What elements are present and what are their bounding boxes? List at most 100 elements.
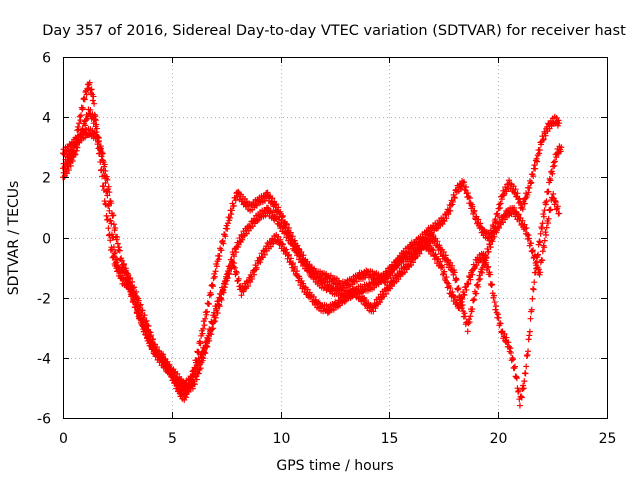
x-tick-label: 0 xyxy=(59,431,68,447)
data-point xyxy=(251,271,258,278)
data-point xyxy=(101,198,108,205)
data-point xyxy=(208,319,215,326)
data-point xyxy=(273,201,280,208)
data-point xyxy=(524,351,531,358)
data-point xyxy=(500,187,507,194)
data-point xyxy=(514,190,521,197)
data-point xyxy=(557,148,564,155)
data-point xyxy=(457,186,464,193)
data-point xyxy=(511,204,518,211)
data-point xyxy=(506,177,513,184)
data-point xyxy=(137,312,144,319)
data-point xyxy=(112,249,119,256)
x-tick-label: 25 xyxy=(599,431,617,447)
data-point xyxy=(145,323,152,330)
data-point xyxy=(446,290,453,297)
data-point xyxy=(523,224,530,231)
data-point xyxy=(235,275,242,282)
data-point xyxy=(213,306,220,313)
data-point xyxy=(547,177,554,184)
data-point xyxy=(196,358,203,365)
data-point xyxy=(540,211,547,218)
data-point xyxy=(453,276,460,283)
data-point xyxy=(526,328,533,335)
data-point xyxy=(90,93,97,100)
data-point xyxy=(452,275,459,282)
data-point xyxy=(78,134,85,141)
data-point xyxy=(463,286,470,293)
data-point xyxy=(362,297,369,304)
data-point xyxy=(518,393,525,400)
data-point xyxy=(233,269,240,276)
data-point xyxy=(80,127,87,134)
data-point xyxy=(552,198,559,205)
data-point xyxy=(83,91,90,98)
data-point xyxy=(465,193,472,200)
data-point xyxy=(206,301,213,308)
data-point xyxy=(455,285,462,292)
data-point xyxy=(226,214,233,221)
data-point xyxy=(116,264,123,271)
data-point xyxy=(107,217,114,224)
data-point xyxy=(135,297,142,304)
data-point xyxy=(220,287,227,294)
data-point xyxy=(554,203,561,210)
data-point xyxy=(218,290,225,297)
data-point xyxy=(81,96,88,103)
data-point xyxy=(403,254,410,261)
data-point xyxy=(539,257,546,264)
data-point xyxy=(291,263,298,270)
data-point xyxy=(293,272,300,279)
data-point xyxy=(493,303,500,310)
data-point xyxy=(443,215,450,222)
data-point xyxy=(439,264,446,271)
data-point xyxy=(230,202,237,209)
data-point xyxy=(197,340,204,347)
data-point xyxy=(447,207,454,214)
data-point xyxy=(222,233,229,240)
data-point xyxy=(287,255,294,262)
data-point xyxy=(95,134,102,141)
data-point xyxy=(144,337,151,344)
data-point xyxy=(106,207,113,214)
data-point xyxy=(524,191,531,198)
data-point xyxy=(283,221,290,228)
data-point xyxy=(81,95,88,102)
data-point xyxy=(488,237,495,244)
data-point xyxy=(469,306,476,313)
data-point xyxy=(331,276,338,283)
data-point xyxy=(113,259,120,266)
data-point xyxy=(531,252,538,259)
data-point xyxy=(525,189,532,196)
data-point xyxy=(443,279,450,286)
data-point xyxy=(525,336,532,343)
data-point xyxy=(535,266,542,273)
data-point xyxy=(279,240,286,247)
data-point xyxy=(67,162,74,169)
data-point xyxy=(69,157,76,164)
data-point xyxy=(291,237,298,244)
data-point xyxy=(79,104,86,111)
data-point xyxy=(135,308,142,315)
data-point xyxy=(82,122,89,129)
data-point xyxy=(253,202,260,209)
data-point xyxy=(543,231,550,238)
data-point xyxy=(469,203,476,210)
data-point xyxy=(458,305,465,312)
data-point xyxy=(81,118,88,125)
data-point xyxy=(192,365,199,372)
data-point xyxy=(451,194,458,201)
data-point xyxy=(205,332,212,339)
data-point xyxy=(512,186,519,193)
data-point xyxy=(79,106,86,113)
data-point xyxy=(520,385,527,392)
data-point xyxy=(465,320,472,327)
data-point xyxy=(184,381,191,388)
data-point xyxy=(483,253,490,260)
data-point xyxy=(87,106,94,113)
data-point xyxy=(449,289,456,296)
data-point xyxy=(556,210,563,217)
data-point xyxy=(385,284,392,291)
data-point xyxy=(84,113,91,120)
data-point xyxy=(304,267,311,274)
